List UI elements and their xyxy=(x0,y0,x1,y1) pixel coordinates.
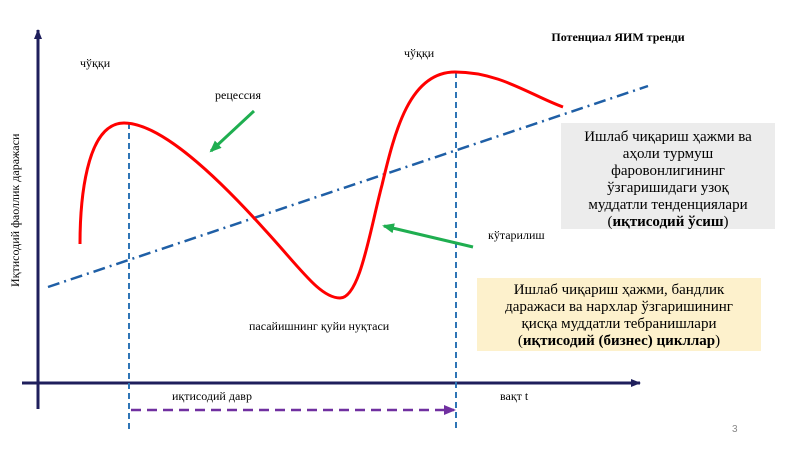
growth-box-line: ўзгаришидаги узоқ xyxy=(607,180,729,196)
peak-label-right: чўққи xyxy=(404,46,435,60)
x-axis-label: вақт t xyxy=(500,389,529,403)
growth-box-line: Ишлаб чиқариш ҳажми ва xyxy=(584,129,752,145)
economic-cycle-label: иқтисодий давр xyxy=(172,389,252,403)
cycle-box-term: (иқтисодий (бизнес) цикллар) xyxy=(517,333,721,349)
growth-box-term: (иқтисодий ўсиш) xyxy=(607,214,729,230)
growth-box-line: фаровонлигининг xyxy=(611,163,725,179)
trend-label: Потенциал ЯИМ тренди xyxy=(551,30,685,44)
potential-gdp-trend-line xyxy=(47,84,649,289)
y-axis-label: Иқтисодий фаоллик даражаси xyxy=(8,133,22,287)
cycle-box-line: даражаси ва нархлар ўзгаришининг xyxy=(505,299,733,315)
expansion-label: кўтарилиш xyxy=(488,228,545,242)
growth-box-line: аҳоли турмуш xyxy=(622,146,714,162)
growth-box-line: муддатли тенденциялари xyxy=(588,197,748,213)
trough-label: пасайишнинг қуйи нуқтаси xyxy=(249,319,390,333)
page-number: 3 xyxy=(732,424,738,435)
recession-arrow xyxy=(209,109,256,153)
expansion-arrow xyxy=(382,223,474,249)
business-cycle-curve xyxy=(78,70,564,300)
cycle-box-line: Ишлаб чиқариш ҳажми, бандлик xyxy=(513,282,725,298)
recession-label: рецессия xyxy=(215,88,261,102)
peak-label-left: чўққи xyxy=(80,56,111,70)
cycle-box-line: қисқа муддатли тебранишлари xyxy=(521,316,717,332)
economic-growth-box: Ишлаб чиқариш ҳажми ва аҳоли турмуш фаро… xyxy=(561,123,775,230)
business-cycles-box: Ишлаб чиқариш ҳажми, бандлик даражаси ва… xyxy=(477,278,761,351)
